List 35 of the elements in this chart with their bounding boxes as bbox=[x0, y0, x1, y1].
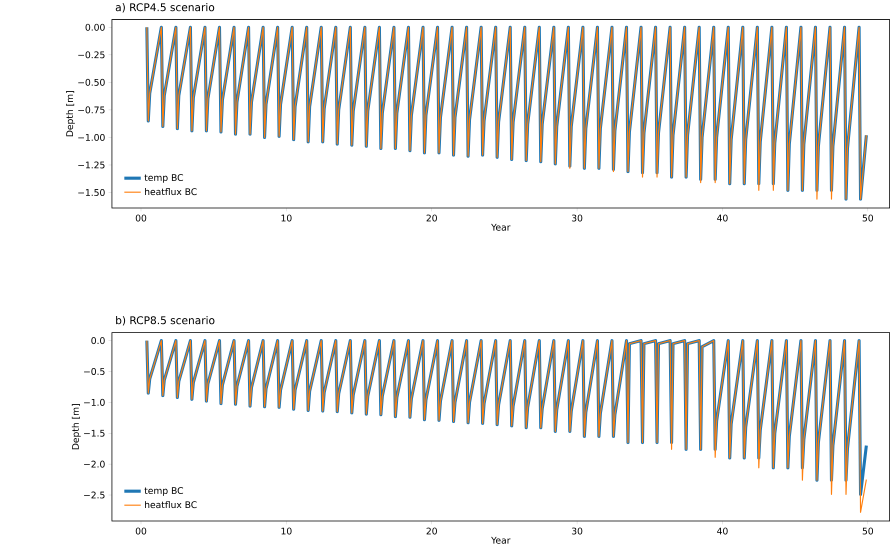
x-tick-label: 00 bbox=[136, 528, 146, 535]
y-axis-title: Depth [m] bbox=[66, 91, 75, 136]
y-tick-label: −1.5 bbox=[84, 430, 105, 437]
y-tick-label: −1.0 bbox=[84, 399, 105, 406]
x-axis-title: Year bbox=[491, 537, 510, 544]
y-tick-label: −1.25 bbox=[78, 162, 105, 169]
y-tick-label: −0.50 bbox=[78, 79, 105, 86]
y-axis-title: Depth [m] bbox=[72, 404, 81, 450]
x-tick-label: 10 bbox=[282, 528, 292, 535]
legend-label: heatflux BC bbox=[145, 501, 197, 508]
x-tick-label: 20 bbox=[426, 214, 437, 222]
y-tick-label: −0.25 bbox=[78, 51, 105, 58]
x-tick-label: 40 bbox=[717, 528, 728, 535]
y-tick-label: 0.00 bbox=[86, 24, 105, 31]
legend-label: temp BC bbox=[144, 487, 184, 496]
y-tick-label: −2.0 bbox=[84, 460, 105, 468]
y-tick-label: 0.0 bbox=[91, 337, 105, 344]
x-tick-label: 40 bbox=[717, 214, 728, 222]
x-tick-label: 50 bbox=[862, 214, 874, 222]
x-tick-label: 30 bbox=[572, 528, 582, 535]
legend-label: heatflux BC bbox=[145, 188, 197, 196]
legend-label: temp BC bbox=[144, 174, 184, 183]
chart-title: a) RCP4.5 scenario bbox=[116, 3, 214, 13]
y-tick-label: −1.50 bbox=[78, 189, 105, 196]
y-tick-label: −0.75 bbox=[78, 106, 105, 114]
x-axis-title: Year bbox=[491, 224, 510, 231]
x-tick-label: 50 bbox=[862, 528, 874, 535]
y-tick-label: −1.00 bbox=[78, 134, 105, 142]
chart-title: b) RCP8.5 scenario bbox=[116, 316, 214, 326]
x-tick-label: 00 bbox=[136, 214, 146, 222]
y-tick-label: −0.5 bbox=[84, 368, 105, 376]
x-tick-label: 20 bbox=[426, 528, 437, 535]
x-tick-label: 10 bbox=[282, 214, 292, 222]
y-tick-label: −2.5 bbox=[84, 492, 105, 499]
x-tick-label: 30 bbox=[572, 214, 582, 222]
